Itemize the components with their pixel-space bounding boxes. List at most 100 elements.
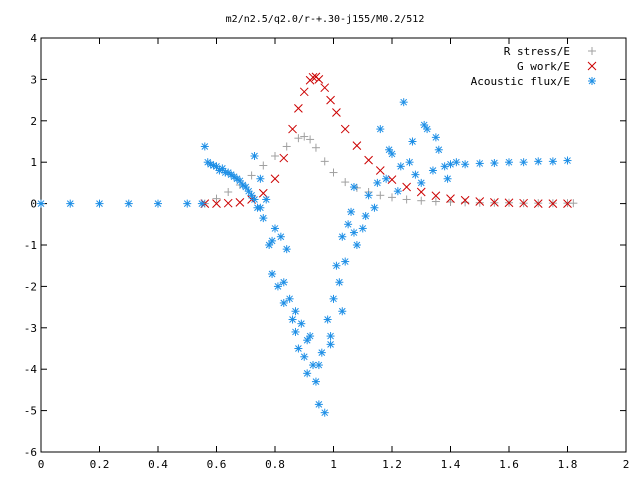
data-point [95, 199, 104, 208]
data-point [320, 408, 329, 417]
data-point [423, 125, 432, 134]
data-point [326, 95, 335, 105]
x-axis-ticks: 0 0.2 0.4 0.6 0.8 1 1.2 1.4 1.6 1.8 2 [38, 38, 629, 471]
data-point [475, 159, 484, 168]
data-point [548, 199, 558, 208]
data-point [288, 124, 297, 134]
data-point [519, 158, 528, 167]
data-point [405, 158, 414, 167]
data-point [329, 168, 338, 177]
legend-label: Acoustic flux/E [471, 75, 570, 88]
data-point [247, 171, 256, 180]
data-point [308, 72, 318, 82]
data-point [452, 158, 461, 167]
data-point [271, 224, 279, 233]
legend-label: R stress/E [504, 45, 570, 58]
data-point [431, 191, 441, 201]
data-point [569, 199, 578, 208]
series-1 [200, 72, 572, 208]
data-point [338, 307, 347, 316]
data-point [224, 188, 233, 197]
data-point [341, 178, 350, 187]
y-tick-label: -4 [24, 363, 38, 376]
legend-marker [588, 77, 596, 85]
legend-label: G work/E [517, 60, 570, 73]
y-tick-label: -1 [24, 239, 37, 252]
data-point [387, 175, 397, 184]
data-point [235, 198, 245, 207]
data-point [340, 124, 350, 134]
data-point [294, 344, 303, 353]
data-point [534, 157, 543, 166]
data-point [262, 195, 271, 204]
data-point [373, 178, 382, 187]
y-tick-label: 0 [30, 198, 37, 211]
data-point [475, 197, 485, 206]
data-point [490, 198, 499, 207]
data-point [364, 155, 373, 165]
data-point [332, 108, 341, 117]
x-tick-label: 1.4 [441, 458, 461, 471]
data-point [563, 199, 572, 208]
data-point [299, 87, 309, 97]
data-point [247, 191, 256, 200]
data-point [382, 174, 391, 183]
y-axis-ticks: -6 -5 -4 -3 -2 -1 0 1 2 3 4 [24, 32, 626, 459]
series-2 [37, 98, 572, 417]
data-point [200, 142, 209, 151]
data-point [282, 142, 291, 151]
data-point [347, 207, 356, 216]
data-point [279, 298, 288, 307]
data-point [420, 120, 429, 129]
data-point [332, 261, 341, 270]
data-point [311, 377, 320, 386]
data-point [250, 151, 259, 160]
data-point [388, 149, 396, 158]
data-point [358, 224, 367, 233]
data-point [417, 178, 426, 187]
data-point [320, 83, 330, 93]
data-point [428, 166, 437, 175]
data-point [244, 187, 253, 196]
legend-marker [587, 61, 597, 71]
plot-frame [40, 37, 627, 453]
data-point [197, 199, 206, 208]
x-tick-label: 1.2 [382, 458, 402, 471]
data-point [329, 294, 338, 303]
data-point [440, 162, 449, 171]
data-point [402, 195, 411, 204]
data-point [393, 187, 402, 196]
data-point [282, 245, 291, 254]
data-point [154, 199, 162, 208]
y-tick-label: 1 [30, 156, 37, 169]
data-point [417, 196, 426, 205]
data-point [276, 232, 285, 241]
data-point [364, 191, 373, 200]
data-point [335, 278, 344, 287]
data-point [223, 198, 233, 208]
data-point [314, 361, 323, 370]
data-point [314, 75, 324, 84]
data-point [232, 174, 241, 183]
data-point [388, 193, 396, 202]
data-point [279, 278, 288, 287]
x-tick-label: 0 [38, 458, 45, 471]
data-point [461, 160, 470, 169]
data-point [300, 352, 309, 361]
data-point [505, 158, 513, 167]
data-point [434, 145, 443, 154]
data-point [361, 212, 370, 221]
x-tick-label: 0.2 [90, 458, 110, 471]
y-tick-label: 2 [30, 115, 37, 128]
data-point [475, 198, 484, 207]
data-point [416, 187, 426, 197]
data-point [349, 228, 358, 237]
data-point [548, 157, 557, 166]
data-point [431, 197, 440, 206]
y-tick-label: -3 [24, 322, 37, 335]
data-point [314, 400, 323, 409]
data-point [385, 145, 394, 154]
data-point [411, 170, 420, 179]
data-point [221, 168, 230, 177]
data-point [431, 133, 440, 142]
